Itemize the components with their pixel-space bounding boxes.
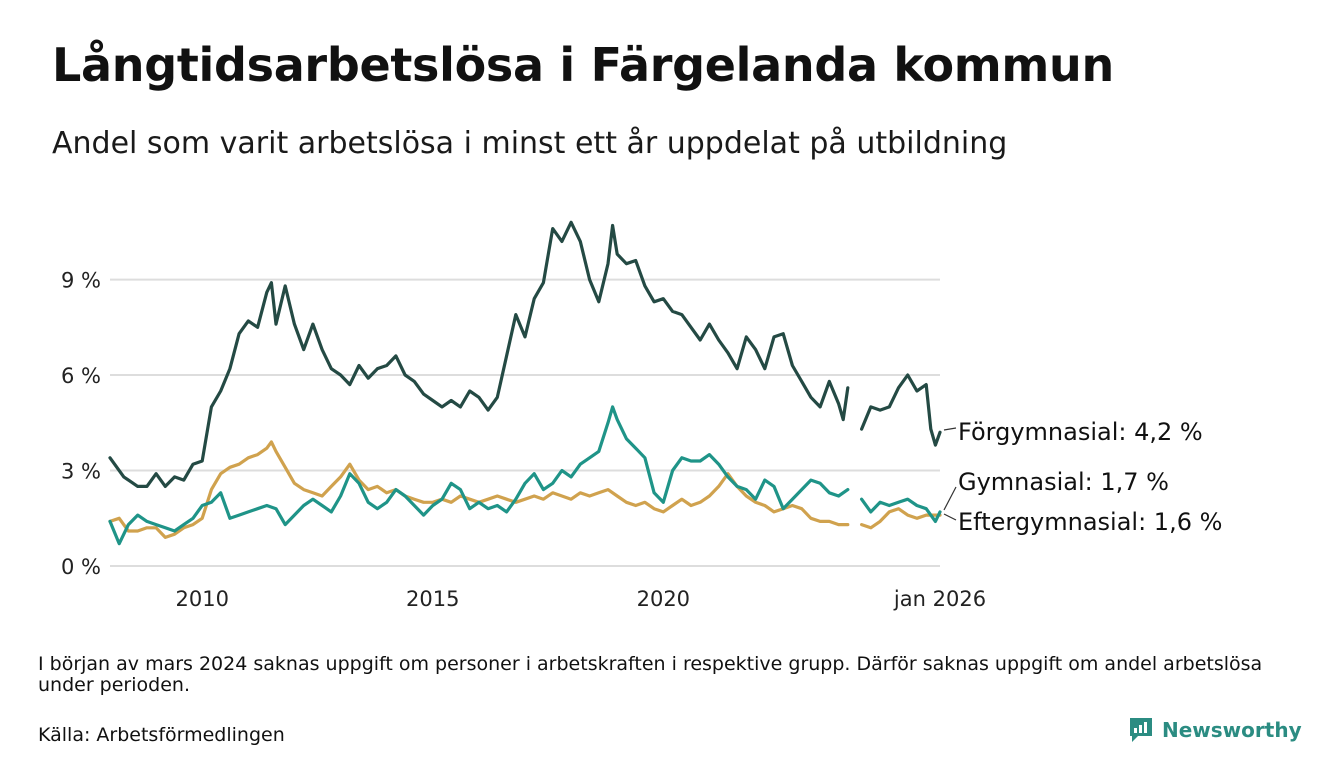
series-line-gymnasial-1 bbox=[108, 405, 850, 546]
x-tick-label: jan 2026 bbox=[893, 587, 986, 611]
brand-name: Newsworthy bbox=[1162, 718, 1302, 742]
x-tick-label: 2010 bbox=[175, 587, 228, 611]
label-connector bbox=[943, 486, 957, 511]
series-line-gymnasial-2 bbox=[860, 497, 942, 523]
series-label-förgymnasial: Förgymnasial: 4,2 % bbox=[958, 418, 1203, 446]
x-tick-label: 2020 bbox=[637, 587, 690, 611]
series-line-förgymnasial-1 bbox=[108, 220, 850, 488]
y-tick-label: 3 % bbox=[61, 460, 101, 484]
y-tick-label: 9 % bbox=[61, 269, 101, 293]
series-line-förgymnasial-2 bbox=[860, 373, 942, 447]
series-lines bbox=[108, 220, 942, 546]
y-tick-label: 0 % bbox=[61, 555, 101, 579]
series-labels: Förgymnasial: 4,2 % Gymnasial: 1,7 % Efter… bbox=[943, 418, 1222, 536]
y-tick-label: 6 % bbox=[61, 364, 101, 388]
x-axis: 2010 2015 2020 jan 2026 bbox=[175, 587, 986, 611]
newsworthy-logo[interactable]: Newsworthy bbox=[1128, 716, 1302, 744]
series-line-eftergymnasial-1 bbox=[108, 440, 850, 539]
series-label-gymnasial: Gymnasial: 1,7 % bbox=[958, 468, 1169, 496]
footnote: I början av mars 2024 saknas uppgift om … bbox=[38, 653, 1263, 696]
y-axis: 0 % 3 % 6 % 9 % bbox=[61, 269, 101, 579]
label-connector bbox=[943, 513, 957, 521]
x-tick-label: 2015 bbox=[406, 587, 459, 611]
chart-title: Långtidsarbetslösa i Färgelanda kommun bbox=[52, 38, 1114, 92]
grid-lines bbox=[110, 278, 940, 567]
line-chart: 0 % 3 % 6 % 9 % 2010 2015 2020 jan 2026 Förgym… bbox=[61, 220, 1222, 611]
newsworthy-logo-icon bbox=[1130, 718, 1152, 742]
source-text: Källa: Arbetsförmedlingen bbox=[38, 724, 285, 746]
chart-subtitle: Andel som varit arbetslösa i minst ett å… bbox=[52, 126, 1008, 161]
label-connector bbox=[943, 427, 957, 431]
series-label-eftergymnasial: Eftergymnasial: 1,6 % bbox=[958, 508, 1222, 536]
